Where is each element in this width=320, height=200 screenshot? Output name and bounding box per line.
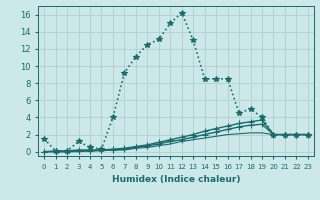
- X-axis label: Humidex (Indice chaleur): Humidex (Indice chaleur): [112, 175, 240, 184]
